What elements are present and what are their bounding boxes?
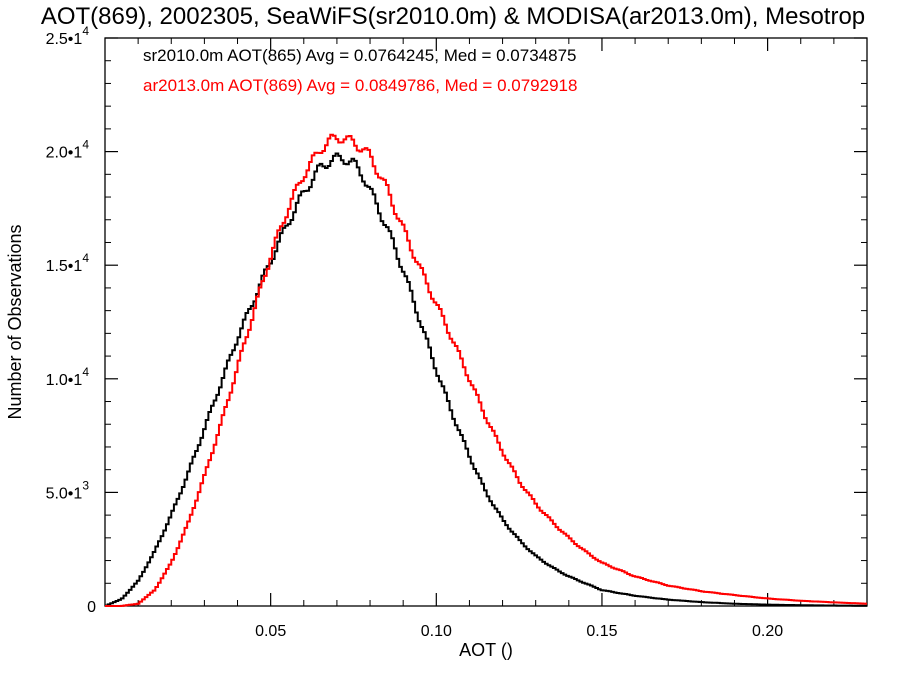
x-axis-label: AOT ()	[459, 640, 513, 660]
y-axis-label: Number of Observations	[5, 224, 25, 419]
series-line-1	[105, 133, 867, 607]
y-tick-exponent: 4	[82, 251, 89, 265]
y-tick-mantissa: 0	[87, 599, 96, 616]
y-tick-label: 2.5•14	[46, 24, 90, 48]
legend-entry-ar2013: ar2013.0m AOT(869) Avg = 0.0849786, Med …	[143, 76, 577, 95]
y-tick-label: 5.0•13	[46, 478, 90, 502]
y-tick-label: 1.0•14	[46, 365, 90, 389]
y-tick-label: 1.5•14	[46, 251, 90, 275]
y-tick-mantissa: 2.5•1	[46, 31, 83, 48]
x-tick-labels: 0.05 0.10 0.15 0.20	[255, 623, 783, 640]
y-tick-exponent: 3	[82, 478, 89, 492]
y-tick-exponent: 4	[82, 24, 89, 38]
y-tick-exponent: 4	[82, 365, 89, 379]
y-tick-exponent: 4	[82, 138, 89, 152]
y-tick-mantissa: 2.0•1	[46, 145, 83, 162]
y-tick-mantissa: 5.0•1	[46, 485, 83, 502]
plot-frame	[104, 37, 868, 607]
x-tick-label: 0.05	[255, 623, 286, 640]
chart-title: AOT(869), 2002305, SeaWiFS(sr2010.0m) & …	[41, 3, 865, 30]
x-tick-label: 0.15	[586, 623, 617, 640]
x-tick-label: 0.20	[752, 623, 783, 640]
y-tick-label: 0	[87, 599, 96, 616]
series-line-0	[105, 152, 867, 607]
x-tick-label: 0.10	[421, 623, 452, 640]
series-layer	[105, 133, 867, 607]
y-tick-labels: 05.0•131.0•141.5•142.0•142.5•14	[46, 24, 97, 616]
axis-ticks	[105, 37, 867, 607]
legend-entry-sr2010: sr2010.0m AOT(865) Avg = 0.0764245, Med …	[143, 46, 577, 65]
y-tick-mantissa: 1.0•1	[46, 372, 83, 389]
y-tick-label: 2.0•14	[46, 138, 90, 162]
y-tick-mantissa: 1.5•1	[46, 258, 83, 275]
